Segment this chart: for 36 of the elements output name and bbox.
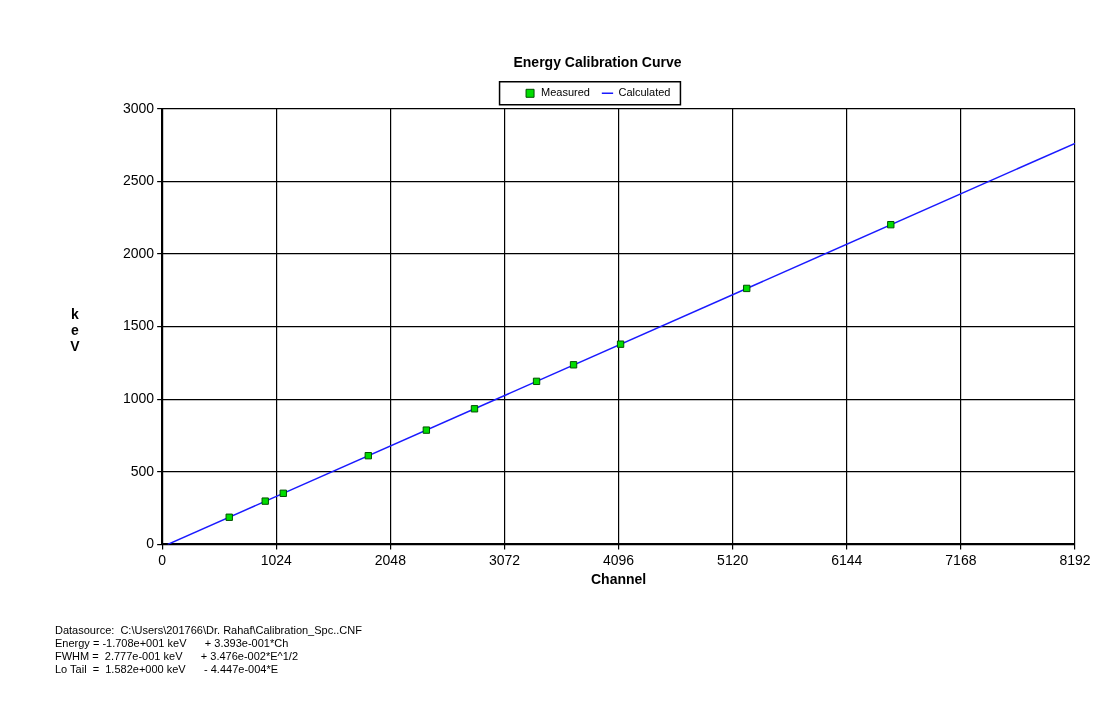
point <box>887 220 895 229</box>
x-tick-label: 5120 <box>717 551 749 568</box>
x-tick-label: 6144 <box>831 551 863 568</box>
x-tick-label: 7168 <box>945 551 977 568</box>
x-tick-label: 4096 <box>602 551 635 568</box>
y-tick-label: 0 <box>146 535 155 552</box>
point <box>279 489 287 497</box>
y-tick-label: 1000 <box>122 390 155 407</box>
y-tick-label: 2500 <box>122 172 155 189</box>
text: Lo Tail = 1.582e+000 keV - 4.447e-004*E <box>55 663 279 675</box>
x-tick-label: 2048 <box>374 551 407 568</box>
legend-label: Calculated <box>618 86 671 99</box>
point <box>261 497 269 505</box>
legend-label: Measured <box>541 86 590 99</box>
y-tick-label: 2000 <box>122 244 155 261</box>
x-tick-label: 0 <box>158 551 167 568</box>
point <box>225 513 233 521</box>
point <box>422 426 431 434</box>
y-tick-label: 1500 <box>122 317 155 334</box>
text: Energy = -1.708e+001 keV + 3.393e-001*Ch <box>55 637 289 649</box>
chart-title: Energy Calibration Curve <box>513 54 682 71</box>
y-axis-title: keV <box>70 306 81 355</box>
point <box>470 405 479 413</box>
y-tick-label: 3000 <box>122 99 155 116</box>
point <box>616 340 625 348</box>
point <box>569 361 578 369</box>
x-axis-title: Channel <box>590 571 647 588</box>
x-tick-label: 3072 <box>488 551 521 568</box>
x-tick-label: 8192 <box>1059 551 1091 568</box>
point <box>743 284 751 293</box>
text: Datasource: C:\Users\201766\Dr. Rahaf\Calibration_Spc..CNF <box>55 624 362 636</box>
y-tick-label: 500 <box>130 462 155 479</box>
point <box>364 452 372 460</box>
point <box>532 377 541 386</box>
x-tick-label: 1024 <box>260 551 293 568</box>
text: FWHM = 2.777e-001 keV + 3.476e-002*E^1/2 <box>55 650 299 662</box>
